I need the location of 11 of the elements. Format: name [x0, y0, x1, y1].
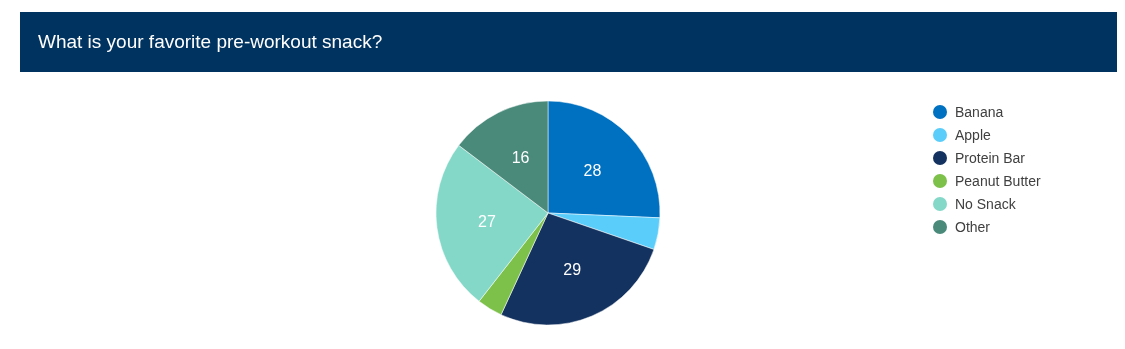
- data-label: 16: [511, 149, 530, 167]
- data-label: 28: [583, 161, 602, 179]
- legend-label: Other: [955, 218, 991, 235]
- data-label: 27: [478, 212, 496, 230]
- text: What is your favorite pre-workout snack?: [38, 31, 383, 52]
- legend-label: No Snack: [955, 195, 1017, 212]
- data-label: 29: [563, 261, 582, 279]
- legend-label: Banana: [955, 103, 1004, 120]
- legend-label: Protein Bar: [955, 149, 1026, 166]
- legend-label: Peanut Butter: [955, 172, 1041, 189]
- legend-label: Apple: [955, 126, 992, 143]
